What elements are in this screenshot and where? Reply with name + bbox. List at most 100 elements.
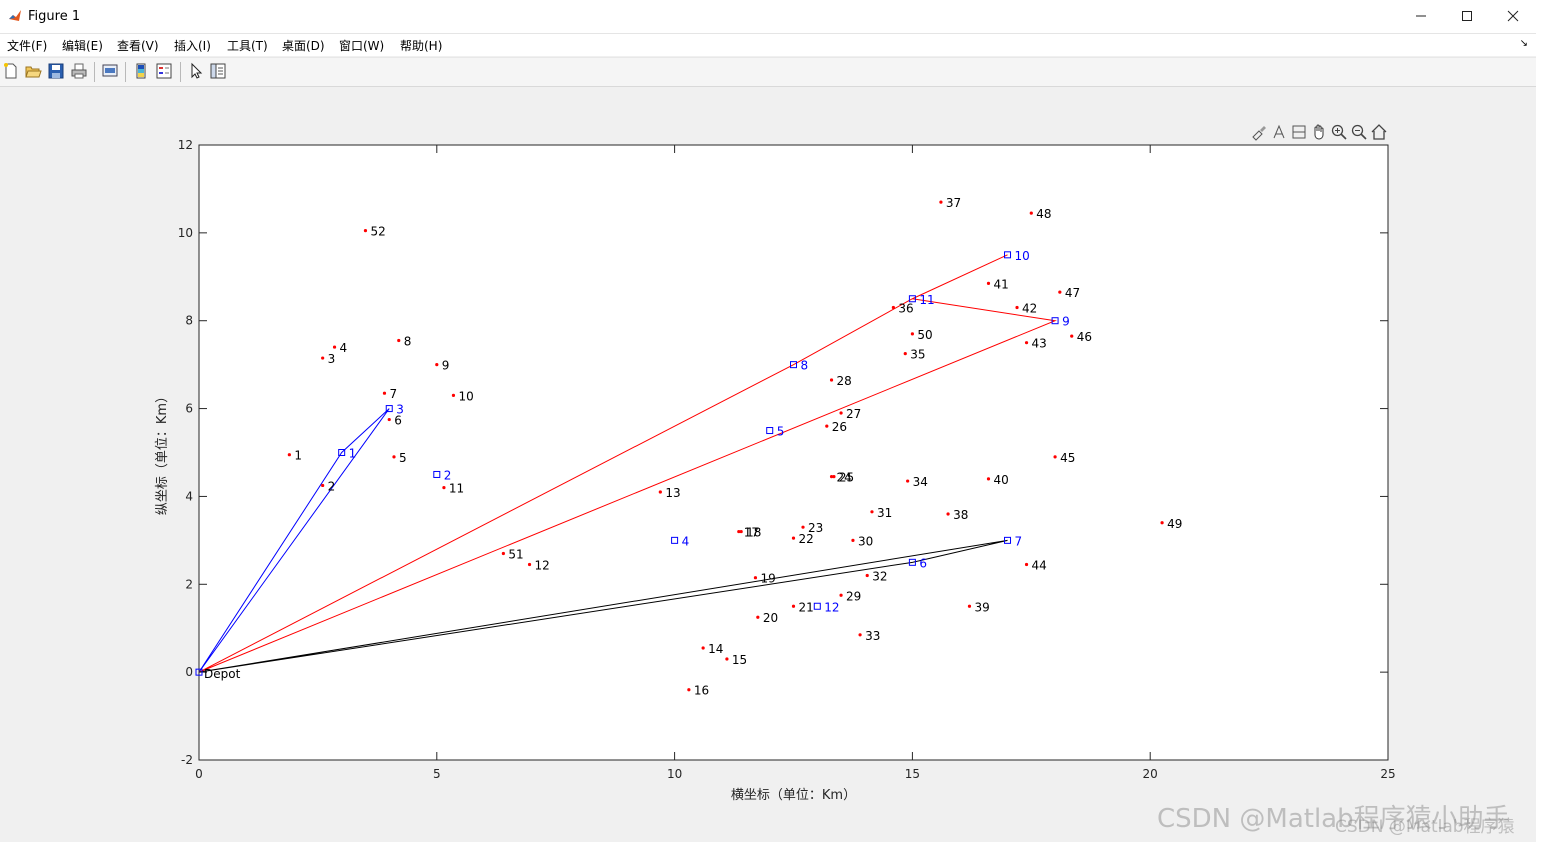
customer-point <box>1029 211 1033 215</box>
station-label: 1 <box>349 447 357 461</box>
maximize-icon <box>1462 11 1472 21</box>
customer-point <box>829 378 834 382</box>
station-label: 7 <box>1015 534 1023 548</box>
customer-point <box>527 562 532 567</box>
customer-label: 11 <box>449 482 464 496</box>
customer-label: 41 <box>993 277 1008 291</box>
customer-label: 48 <box>1036 207 1051 221</box>
station-label: 2 <box>444 468 452 482</box>
title-bar: Figure 1 <box>0 0 1536 34</box>
save-icon[interactable] <box>47 62 65 80</box>
pan-icon[interactable] <box>1310 123 1328 141</box>
customer-label: 39 <box>974 600 989 614</box>
customer-point <box>791 536 796 540</box>
customer-point <box>832 475 836 479</box>
menu-bar: 文件(F) 编辑(E) 查看(V) 插入(I) 工具(T) 桌面(D) 窗口(W… <box>0 34 1536 56</box>
customer-point <box>986 281 991 285</box>
customer-label: 25 <box>839 471 854 485</box>
depot-marker <box>195 668 203 676</box>
zoom-out-icon[interactable] <box>1350 123 1368 141</box>
station-label: 8 <box>801 359 809 373</box>
customer-label: 13 <box>665 486 680 500</box>
open-file-icon[interactable] <box>24 62 42 80</box>
customer-label: 38 <box>953 508 968 522</box>
customer-label: 5 <box>399 451 407 465</box>
menu-desktop[interactable]: 桌面(D) <box>282 39 325 53</box>
watermark-small: CSDN @Matlab程序猿 <box>1335 817 1515 837</box>
property-editor-icon[interactable] <box>209 62 227 80</box>
menu-edit[interactable]: 编辑(E) <box>62 39 103 53</box>
menu-tools[interactable]: 工具(T) <box>227 39 268 53</box>
x-tick-label: 20 <box>1143 767 1158 781</box>
home-icon[interactable] <box>1370 123 1388 141</box>
route-blue <box>198 408 390 673</box>
customer-point <box>1053 455 1057 459</box>
legend-icon[interactable] <box>155 62 173 80</box>
toolbar-separator <box>180 62 181 82</box>
customer-label: 18 <box>746 526 761 540</box>
data-tips-icon[interactable] <box>1270 123 1288 141</box>
menu-file[interactable]: 文件(F) <box>7 39 48 53</box>
minimize-button[interactable] <box>1398 0 1444 32</box>
customer-label: 21 <box>799 600 814 614</box>
print-preview-icon[interactable] <box>101 62 119 80</box>
customer-point <box>865 573 869 578</box>
menu-help[interactable]: 帮助(H) <box>400 39 443 53</box>
y-tick-label: -2 <box>181 753 193 767</box>
customer-point <box>725 657 729 661</box>
y-tick-label: 8 <box>185 314 193 328</box>
customer-label: 9 <box>442 359 450 373</box>
colorbar-icon[interactable] <box>132 62 150 80</box>
menu-view[interactable]: 查看(V) <box>117 39 159 53</box>
station-marker <box>908 558 916 566</box>
customer-label: 45 <box>1060 451 1075 465</box>
new-figure-icon[interactable] <box>2 62 20 80</box>
customer-label: 43 <box>1032 337 1047 351</box>
customer-point <box>891 305 895 310</box>
customer-label: 12 <box>535 559 550 573</box>
customer-label: 7 <box>389 387 397 401</box>
rotate-icon[interactable] <box>1290 123 1308 141</box>
customer-point <box>451 393 456 397</box>
customer-label: 10 <box>458 389 473 403</box>
print-icon[interactable] <box>70 62 88 80</box>
menu-insert[interactable]: 插入(I) <box>174 39 211 53</box>
station-marker <box>766 427 774 435</box>
customer-point <box>687 688 691 692</box>
station-marker <box>1004 536 1012 544</box>
station-label: 12 <box>824 600 839 614</box>
customer-label: 44 <box>1032 559 1047 573</box>
pointer-icon[interactable] <box>187 62 205 80</box>
station-marker <box>338 449 346 456</box>
customer-point <box>753 576 758 580</box>
customer-point <box>363 229 368 233</box>
x-tick-label: 5 <box>433 767 441 781</box>
axes-background <box>198 144 1389 761</box>
y-tick-label: 2 <box>185 577 193 591</box>
customer-point <box>397 338 401 343</box>
brush-icon[interactable] <box>1250 123 1268 141</box>
customer-point <box>791 604 796 608</box>
y-tick-label: 12 <box>178 138 193 152</box>
window-title: Figure 1 <box>28 9 81 24</box>
close-button[interactable] <box>1490 0 1536 32</box>
customer-point <box>1024 341 1029 345</box>
toolbar-separator <box>94 62 95 82</box>
zoom-in-icon[interactable] <box>1330 123 1348 141</box>
customer-label: 40 <box>993 473 1008 487</box>
menu-window[interactable]: 窗口(W) <box>339 39 385 53</box>
customer-point <box>870 510 874 514</box>
customer-point <box>321 483 325 488</box>
customer-label: 23 <box>808 521 823 535</box>
maximize-button[interactable] <box>1444 0 1490 32</box>
customer-point <box>910 332 915 336</box>
station-label: 11 <box>919 293 934 307</box>
customer-label: 36 <box>898 302 913 316</box>
customer-label: 17 <box>744 526 759 540</box>
station-label: 6 <box>919 556 927 570</box>
route-black <box>198 539 1008 673</box>
menu-dock-arrow-icon[interactable]: ↘ <box>1519 38 1528 49</box>
customer-point <box>756 615 760 619</box>
customer-point <box>321 356 325 360</box>
